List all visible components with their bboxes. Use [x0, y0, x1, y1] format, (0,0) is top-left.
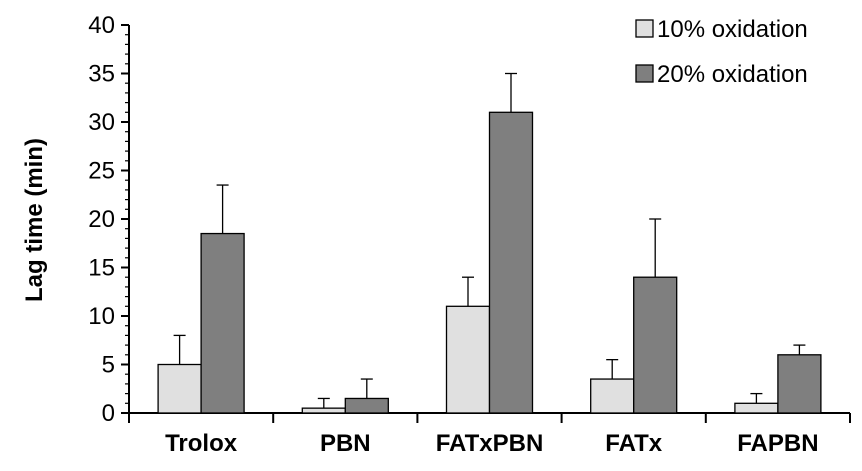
- y-tick-label: 20: [88, 206, 115, 233]
- y-tick-label: 40: [88, 12, 115, 39]
- y-tick-label: 25: [88, 158, 115, 185]
- y-axis: 0 5 10 15 20 25 30 35 40: [88, 12, 130, 427]
- bars: [157, 111, 822, 414]
- x-axis: Trolox PBN FATxPBN FATx FAPBN: [128, 412, 851, 457]
- legend-swatch: [635, 19, 654, 38]
- x-tick-label: FATxPBN: [436, 430, 544, 457]
- bar-series1: [590, 378, 635, 414]
- bar-series2: [344, 397, 389, 414]
- bar-series2: [488, 111, 534, 414]
- error-bars: [173, 72, 806, 409]
- legend: 10% oxidation 20% oxidation: [635, 16, 808, 88]
- x-tick-label: FAPBN: [737, 430, 818, 457]
- y-tick-label: 30: [88, 109, 115, 136]
- x-tick-label: PBN: [320, 430, 371, 457]
- legend-label: 20% oxidation: [657, 61, 808, 88]
- y-tick-label: 35: [88, 61, 115, 88]
- bar-series1: [301, 407, 346, 414]
- legend-label: 10% oxidation: [657, 16, 808, 43]
- bar-series1: [157, 363, 202, 414]
- bar-series2: [777, 354, 822, 414]
- bar-series2: [633, 276, 678, 414]
- y-tick-label: 5: [102, 352, 115, 379]
- legend-swatch: [635, 64, 654, 83]
- y-axis-label: Lag time (min): [21, 138, 48, 302]
- y-tick-label: 15: [88, 255, 115, 282]
- x-tick-label: FATx: [605, 430, 663, 457]
- y-tick-label: 0: [102, 400, 115, 427]
- y-tick-label: 10: [88, 303, 115, 330]
- x-tick-label: Trolox: [165, 430, 238, 457]
- bar-series2: [200, 232, 245, 414]
- bar-series1: [734, 402, 779, 414]
- bar-series1: [445, 305, 491, 414]
